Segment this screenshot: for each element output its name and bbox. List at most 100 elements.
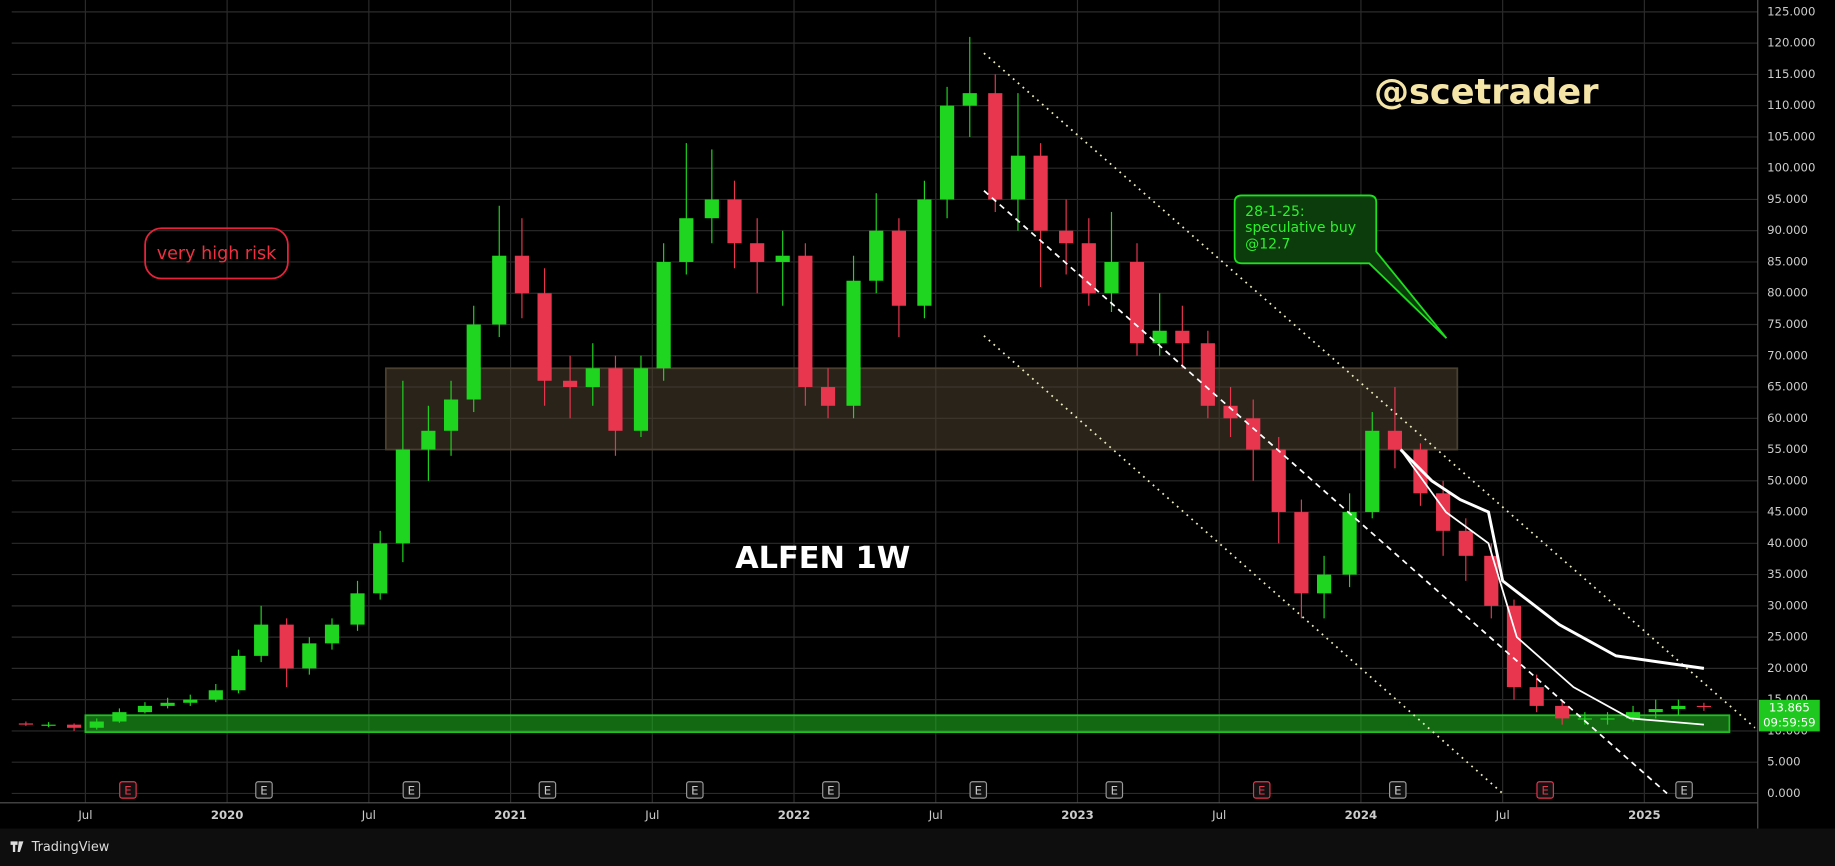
earnings-marker: [255, 781, 273, 799]
earnings-marker: [686, 781, 704, 799]
earnings-marker: [1105, 781, 1124, 799]
candle-body: [1081, 243, 1096, 294]
earnings-label: E: [1541, 784, 1548, 798]
candle-body: [18, 723, 33, 725]
candle-body: [183, 699, 198, 703]
moving-average: [1399, 449, 1704, 726]
candle-body: [1529, 687, 1544, 706]
y-tick-label: 35.000: [1767, 567, 1808, 581]
candle-body: [1246, 418, 1261, 450]
earnings-label: E: [408, 784, 415, 798]
footer-bar: [0, 828, 1835, 866]
candle-body: [279, 624, 294, 669]
candle-body: [160, 702, 175, 706]
candle-body: [891, 230, 906, 306]
price-tag-box: [1758, 699, 1820, 732]
callout-text: @12.7: [1245, 237, 1290, 253]
candle-body: [537, 293, 552, 381]
candle-body: [1577, 718, 1592, 720]
y-tick-label: 70.000: [1767, 348, 1808, 362]
earnings-label: E: [1258, 784, 1265, 798]
y-tick-label: 95.000: [1767, 192, 1808, 206]
earnings-marker: [1536, 781, 1554, 799]
candle-body: [1506, 605, 1522, 688]
candle-body: [846, 280, 861, 406]
candle-body: [1152, 330, 1167, 344]
y-tick-label: 0.000: [1767, 786, 1800, 800]
callout-text: 28-1-25:: [1245, 204, 1305, 220]
y-tick-label: 120.000: [1767, 36, 1815, 50]
candle-body: [208, 690, 223, 700]
candle-body: [940, 105, 955, 200]
x-tick-label: 2022: [778, 808, 811, 822]
candle-body: [988, 93, 1003, 200]
y-tick-label: 75.000: [1767, 317, 1808, 331]
earnings-label: E: [124, 784, 131, 798]
trendline: [983, 190, 1668, 795]
y-tick-label: 90.000: [1767, 223, 1808, 237]
y-tick-label: 105.000: [1767, 129, 1815, 143]
candle-body: [798, 255, 813, 388]
earnings-label: E: [260, 784, 267, 798]
chart-title: ALFEN 1W: [735, 541, 910, 576]
earnings-label: E: [1394, 784, 1401, 798]
candle-body: [89, 721, 104, 728]
x-tick-label: Jul: [928, 808, 943, 822]
earnings-marker: [1252, 781, 1271, 799]
author: @scetrader: [1374, 72, 1599, 113]
candle-body: [1365, 430, 1380, 513]
candle-body: [1458, 530, 1473, 556]
x-tick-label: Jul: [1211, 808, 1226, 822]
earnings-label: E: [827, 784, 834, 798]
zone: [84, 714, 1731, 734]
y-tick-label: 30.000: [1767, 598, 1808, 612]
x-tick-label: 2025: [1628, 808, 1661, 822]
y-tick-label: 20.000: [1767, 661, 1808, 675]
y-tick-label: 5.000: [1767, 755, 1800, 769]
candle-body: [869, 230, 884, 281]
x-tick-label: Jul: [77, 808, 92, 822]
candle-body: [1625, 712, 1641, 719]
candle-body: [962, 93, 977, 106]
candle-body: [704, 199, 719, 219]
earnings-marker: [538, 781, 557, 799]
earnings-label: E: [975, 784, 982, 798]
y-tick-label: 45.000: [1767, 505, 1808, 519]
y-tick-label: 80.000: [1767, 286, 1808, 300]
countdown: 09:59:59: [1763, 716, 1816, 730]
earnings-label: E: [691, 784, 698, 798]
earnings-marker: [969, 781, 988, 799]
candle-body: [112, 712, 127, 722]
y-tick-label: 50.000: [1767, 473, 1808, 487]
candle-body: [1033, 155, 1048, 231]
candle-body: [1271, 449, 1286, 513]
risk-note: very high risk: [157, 244, 277, 264]
y-tick-label: 40.000: [1767, 536, 1808, 550]
earnings-marker: [402, 781, 421, 799]
y-tick-label: 100.000: [1767, 161, 1815, 175]
y-tick-label: 115.000: [1767, 67, 1815, 81]
earnings-label: E: [544, 784, 551, 798]
candle-body: [1696, 705, 1711, 708]
candle-body: [466, 324, 481, 400]
candle-body: [1223, 405, 1238, 419]
x-tick-label: Jul: [361, 808, 376, 822]
candle-body: [492, 255, 507, 325]
candle-body: [514, 255, 530, 294]
candle-body: [656, 261, 671, 369]
y-tick-label: 65.000: [1767, 380, 1808, 394]
y-tick-label: 125.000: [1767, 4, 1815, 18]
footer-brand: TradingView: [31, 840, 110, 855]
last-price: 13.865: [1769, 701, 1810, 715]
x-tick-label: 2021: [494, 808, 527, 822]
candle-body: [1671, 705, 1686, 710]
candle-body: [324, 624, 340, 644]
candle-body: [585, 368, 600, 388]
x-tick-label: 2024: [1345, 808, 1378, 822]
y-tick-label: 85.000: [1767, 254, 1808, 268]
candle-body: [820, 387, 836, 406]
candle-body: [727, 199, 742, 244]
candle-body: [373, 543, 388, 594]
